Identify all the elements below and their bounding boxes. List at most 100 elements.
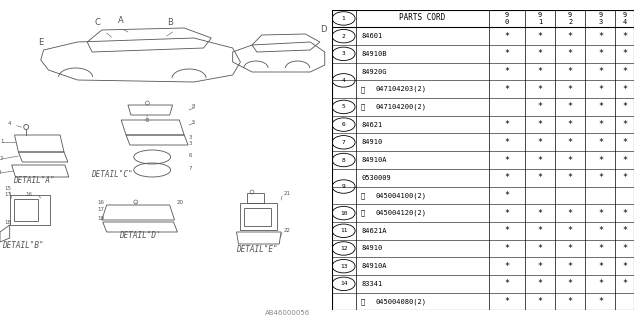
Text: 9
4: 9 4 (623, 12, 627, 25)
Text: *: * (538, 156, 543, 164)
Text: Ⓢ: Ⓢ (360, 210, 364, 216)
Text: *: * (568, 49, 573, 58)
Text: 18: 18 (4, 220, 11, 225)
Text: *: * (504, 67, 509, 76)
Text: 3: 3 (189, 135, 193, 140)
Text: DETAIL"C": DETAIL"C" (91, 170, 132, 179)
Text: 045004120(2): 045004120(2) (375, 210, 426, 216)
Text: Ⓢ: Ⓢ (360, 298, 364, 305)
Text: 12: 12 (340, 246, 348, 251)
Text: *: * (568, 120, 573, 129)
Text: *: * (504, 32, 509, 41)
Text: DETAIL"D': DETAIL"D' (119, 231, 161, 240)
Text: *: * (504, 279, 509, 288)
Text: 6: 6 (342, 122, 346, 127)
Text: *: * (598, 49, 603, 58)
Text: 10: 10 (340, 211, 348, 216)
Text: 21: 21 (284, 191, 291, 196)
Text: *: * (504, 297, 509, 306)
Text: 15: 15 (4, 186, 11, 191)
Text: *: * (598, 138, 603, 147)
Text: 8: 8 (192, 104, 195, 109)
Text: *: * (568, 102, 573, 111)
Text: 9
3: 9 3 (598, 12, 602, 25)
Text: 5: 5 (192, 120, 195, 125)
Text: *: * (598, 67, 603, 76)
Text: 0530009: 0530009 (362, 175, 392, 181)
Text: 11: 11 (340, 228, 348, 233)
Text: 84910A: 84910A (362, 263, 387, 269)
Text: 8: 8 (342, 157, 346, 163)
Text: *: * (622, 226, 627, 235)
Text: 84601: 84601 (362, 33, 383, 39)
Text: 16: 16 (25, 192, 32, 197)
Text: 9
0: 9 0 (504, 12, 509, 25)
Text: 045004100(2): 045004100(2) (375, 192, 426, 199)
Text: Ⓢ: Ⓢ (360, 104, 364, 110)
Text: *: * (568, 244, 573, 253)
Text: *: * (538, 173, 543, 182)
Text: A: A (118, 16, 124, 25)
Text: 13: 13 (340, 264, 348, 269)
Text: *: * (568, 262, 573, 271)
Text: *: * (622, 120, 627, 129)
Text: 84910B: 84910B (362, 51, 387, 57)
Text: *: * (598, 262, 603, 271)
Text: 7: 7 (189, 166, 193, 171)
Bar (241, 203, 277, 230)
Text: 20: 20 (177, 200, 184, 205)
Text: 5: 5 (342, 104, 346, 109)
Text: *: * (538, 262, 543, 271)
Text: *: * (622, 67, 627, 76)
Text: *: * (622, 244, 627, 253)
Text: *: * (568, 297, 573, 306)
Text: *: * (538, 67, 543, 76)
Text: *: * (538, 120, 543, 129)
Text: *: * (504, 85, 509, 94)
Text: AB46000056: AB46000056 (265, 310, 310, 316)
Text: DETAIL"E": DETAIL"E" (236, 245, 278, 254)
Text: *: * (622, 32, 627, 41)
Text: 17: 17 (97, 207, 104, 212)
Text: 84621: 84621 (362, 122, 383, 128)
Text: *: * (598, 120, 603, 129)
Text: *: * (504, 49, 509, 58)
Bar (10, 195, 51, 225)
Text: 7: 7 (342, 140, 346, 145)
Text: *: * (622, 173, 627, 182)
Text: *: * (598, 279, 603, 288)
Text: *: * (568, 67, 573, 76)
Text: 14: 14 (340, 281, 348, 286)
Text: 16: 16 (97, 200, 104, 205)
Text: *: * (598, 173, 603, 182)
Text: *: * (598, 209, 603, 218)
Text: 2: 2 (342, 34, 346, 39)
Text: *: * (538, 226, 543, 235)
Text: *: * (568, 138, 573, 147)
Text: *: * (568, 226, 573, 235)
Text: 84910: 84910 (362, 139, 383, 145)
Text: 22: 22 (284, 228, 291, 233)
Text: *: * (504, 191, 509, 200)
Text: *: * (598, 244, 603, 253)
Text: *: * (598, 85, 603, 94)
Text: *: * (622, 209, 627, 218)
Text: *: * (622, 156, 627, 164)
Text: *: * (504, 120, 509, 129)
Text: *: * (622, 102, 627, 111)
Text: 1: 1 (0, 139, 3, 144)
Text: B: B (166, 18, 173, 27)
Text: *: * (598, 297, 603, 306)
Text: 1: 1 (342, 16, 346, 21)
Text: 83341: 83341 (362, 281, 383, 287)
Text: Ⓢ: Ⓢ (360, 86, 364, 92)
Text: *: * (622, 49, 627, 58)
Text: *: * (538, 209, 543, 218)
Bar (13, 199, 38, 221)
Text: D: D (320, 25, 326, 34)
Text: 3: 3 (0, 170, 1, 175)
Text: 17: 17 (4, 192, 11, 197)
Text: 4: 4 (8, 121, 22, 127)
Text: *: * (598, 32, 603, 41)
Text: 9: 9 (342, 184, 346, 189)
